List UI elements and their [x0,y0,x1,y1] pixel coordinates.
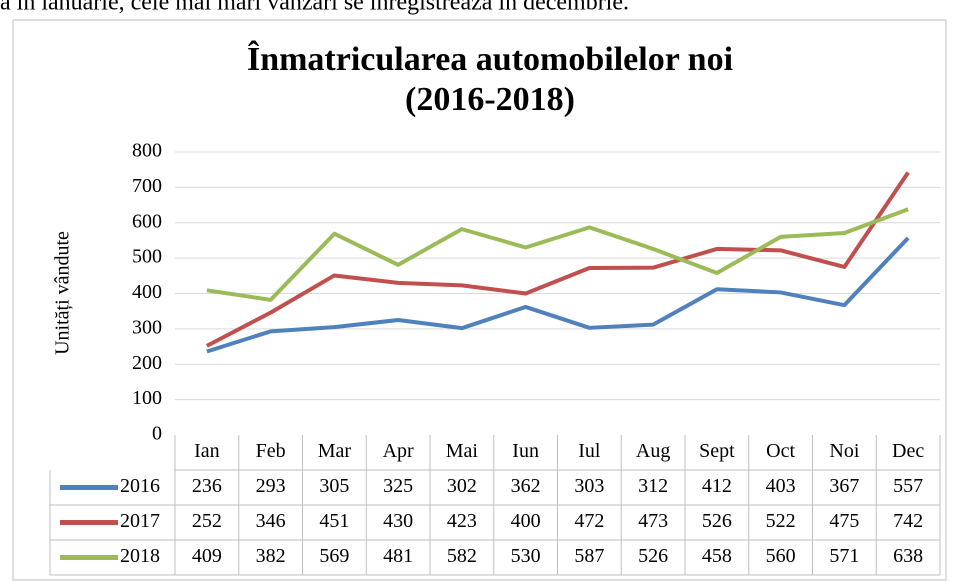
chart-subtitle: (2016-2018) [405,81,575,118]
table-value: 571 [829,545,859,567]
table-value: 472 [574,510,604,532]
table-value: 458 [702,545,732,567]
y-tick-label: 200 [132,352,162,374]
table-value: 346 [256,510,286,532]
legend-label: 2017 [120,510,160,532]
x-tick-label: Iun [512,440,539,462]
data-line [205,171,910,348]
caption: a în ianuarie, cele mai mari vânzări se … [0,0,629,16]
table-value: 473 [638,510,668,532]
x-tick-label: Iul [578,440,601,462]
data-line [206,236,910,354]
legend-label: 2016 [120,475,160,497]
table-value: 312 [638,475,668,497]
table-value: 423 [447,510,477,532]
table-value: 252 [192,510,222,532]
chart-border [12,19,947,581]
x-tick-label: Ian [194,440,220,462]
table-value: 430 [383,510,413,532]
y-tick-label: 800 [132,140,162,162]
x-tick-label: Aug [636,440,670,462]
table-value: 382 [256,545,286,567]
table-value: 569 [319,545,349,567]
table-value: 302 [447,475,477,497]
table-value: 530 [511,545,541,567]
table-value: 582 [447,545,477,567]
y-tick-label: 700 [132,175,162,197]
y-tick-label: 100 [132,387,162,409]
legend-label: 2018 [120,545,160,567]
table-value: 560 [766,545,796,567]
table-value: 403 [766,475,796,497]
table-value: 587 [574,545,604,567]
table-value: 638 [893,545,923,567]
table-value: 303 [574,475,604,497]
x-tick-label: Mai [446,440,479,462]
table-value: 526 [702,510,732,532]
table-value: 305 [319,475,349,497]
y-tick-label: 400 [132,281,162,303]
table-value: 236 [192,475,222,497]
y-tick-label: 500 [132,246,162,268]
table-value: 742 [893,510,923,532]
table-value: 522 [766,510,796,532]
table-value: 293 [256,475,286,497]
table-value: 400 [511,510,541,532]
table-value: 526 [638,545,668,567]
table-value: 362 [511,475,541,497]
x-tick-label: Sept [699,440,735,462]
table-value: 451 [319,510,349,532]
table-value: 475 [829,510,859,532]
x-tick-label: Dec [892,440,924,462]
table-value: 412 [702,475,732,497]
data-line [206,207,909,302]
x-tick-label: Apr [383,440,414,462]
y-tick-label: 300 [132,316,162,338]
x-tick-label: Mar [318,440,352,462]
chart-title: Înmatricularea automobilelor noi [247,40,733,78]
x-tick-label: Oct [766,440,795,462]
y-tick-label: 600 [132,210,162,232]
x-tick-label: Feb [256,440,286,462]
table-value: 367 [829,475,859,497]
y-axis-label: Unități vândute [52,231,74,355]
y-tick-label: 0 [152,423,162,445]
table-value: 409 [192,545,222,567]
table-value: 557 [893,475,923,497]
table-value: 325 [383,475,413,497]
table-value: 481 [383,545,413,567]
x-tick-label: Noi [829,440,859,462]
